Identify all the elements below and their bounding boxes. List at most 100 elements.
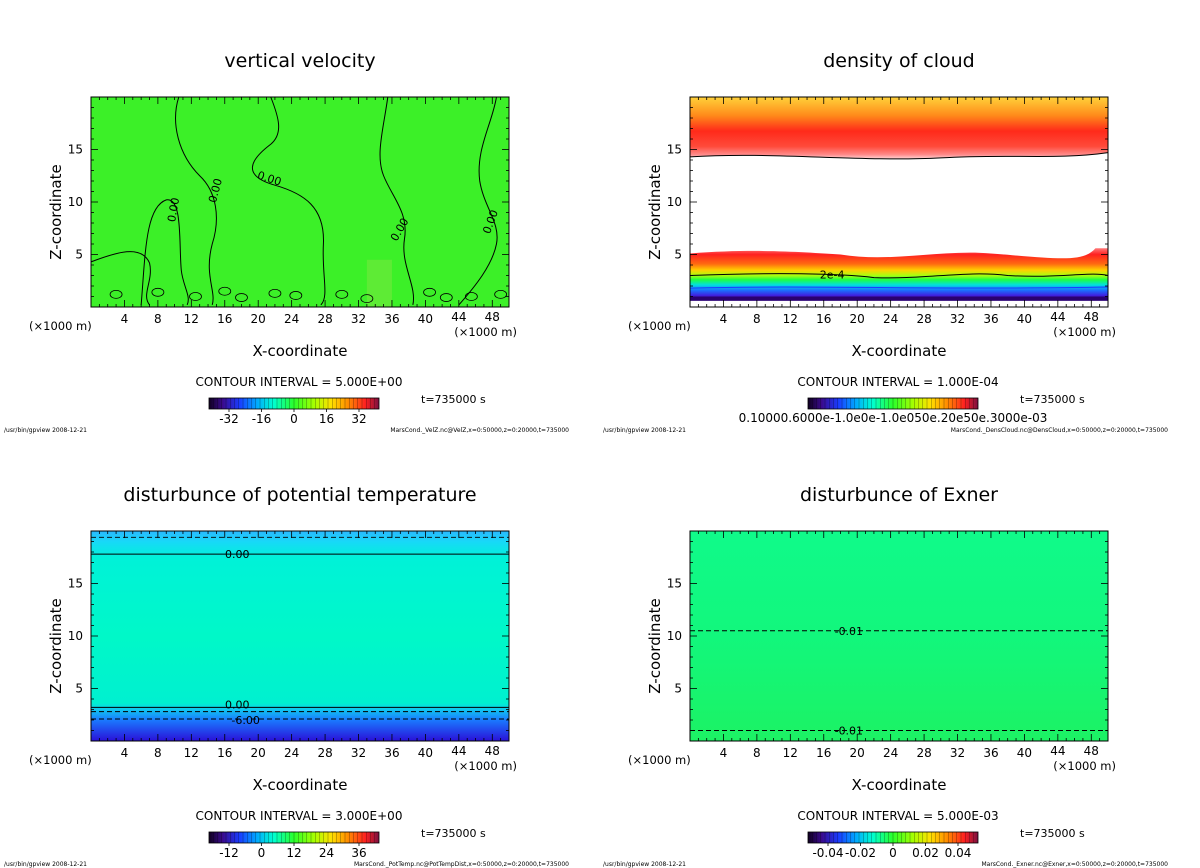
colorbar-tick-label: 16 [319,412,334,426]
x-tick-label: 44 [451,310,466,324]
contour-line [689,273,1109,279]
panel-title: vertical velocity [224,50,375,72]
colorbar-tick-label: 0 [258,846,266,860]
contour-line [689,286,1109,289]
x-tick-label: 12 [783,312,798,326]
contour-interval: CONTOUR INTERVAL = 5.000E-03 [797,809,998,823]
x-tick-label: 24 [284,746,299,760]
contour-label: 0.00 [165,197,182,223]
x-unit-right: (×1000 m) [1053,759,1116,773]
plot-field: 0.00 0.00 -6.00 [91,531,509,741]
colorbar-tick-label: 0.10000.6000e-1.0e0e-1.0e050e.20e50e.300… [739,411,1048,425]
x-tick-label: 40 [418,746,433,760]
contour-label: 0.00 [225,548,250,561]
colorbar-tick-label: -32 [219,412,239,426]
contour-line [494,289,508,299]
colorbar-tick-label: 0.04 [945,846,972,860]
x-tick-label: 44 [1050,744,1065,758]
contour-interval: CONTOUR INTERVAL = 1.000E-04 [797,375,998,389]
x-tick-label: 28 [916,746,931,760]
x-tick-label: 48 [1084,310,1099,324]
contour-line [289,291,303,300]
contour-line [140,199,189,306]
field-fill [91,97,509,307]
x-tick-label: 36 [983,312,998,326]
y-tick-label: 5 [75,682,83,696]
x-tick-label: 4 [720,746,728,760]
y-tick-label: 10 [667,629,682,643]
time-label: t=735000 s [1020,827,1085,840]
contour-label: 0.00 [225,698,250,711]
x-tick-label: 8 [753,746,761,760]
contour-line [151,287,165,297]
colorbar-block: CONTOUR INTERVAL = 5.000E+00 -32 -16 0 16 32 t… [196,375,486,426]
x-tick-label: 40 [418,312,433,326]
panel-pottemp: disturbunce of potential temperature 0.00… [4,484,569,868]
panel-title: disturbunce of potential temperature [123,484,476,506]
colorbar-block: CONTOUR INTERVAL = 3.000E+00 -12 0 12 24 36 t=… [196,809,486,860]
colorbar-tick-label: 0 [290,412,298,426]
x-tick-label: 48 [485,744,500,758]
x-tick-label: 20 [850,312,865,326]
colorbar-tick-label: 0.02 [912,846,939,860]
x-tick-label: 32 [950,312,965,326]
contour-line [109,289,123,299]
x-tick-label: 24 [883,312,898,326]
contour-line [252,96,326,306]
colorbar-tick-label: 32 [351,412,366,426]
contour-line [189,292,202,301]
x-tick-label: 12 [184,312,199,326]
x-tick-label: 44 [451,744,466,758]
contour-line [439,293,453,302]
y-tick-label: 10 [68,629,83,643]
footer-left: /usr/bin/gpview 2008-12-21 [4,861,87,868]
x-tick-label: 8 [154,746,162,760]
x-tick-label: 4 [121,746,129,760]
x-tick-label: 32 [950,746,965,760]
x-tick-label: 40 [1017,312,1032,326]
x-tick-label: 28 [916,312,931,326]
x-tick-label: 36 [983,746,998,760]
x-tick-label: 24 [284,312,299,326]
footer-left: /usr/bin/gpview 2008-12-21 [603,861,686,868]
y-axis-label: Z-coordinate [47,164,65,259]
contour-line [235,293,248,302]
colorbar-tick-label: 36 [351,846,366,860]
x-unit-left: (×1000 m) [628,753,691,767]
contour-line [458,96,498,306]
x-axis-label: X-coordinate [253,342,348,360]
panel-title: disturbunce of Exner [800,484,998,506]
contour-line [335,289,349,299]
cloud-layer-upper [690,97,1108,159]
x-tick-label: 44 [1050,310,1065,324]
y-tick-label: 5 [674,682,682,696]
x-tick-label: 20 [850,746,865,760]
cloud-base-band [690,296,1108,301]
contour-interval: CONTOUR INTERVAL = 3.000E+00 [196,809,403,823]
x-tick-label: 20 [251,746,266,760]
footer-right: MarsCond._PotTemp.nc@PotTempDist,x=0:500… [354,861,569,868]
field-fill [690,531,1108,741]
x-tick-label: 16 [816,746,831,760]
x-tick-label: 4 [720,312,728,326]
x-tick-label: 16 [816,312,831,326]
colorbar-block: CONTOUR INTERVAL = 5.000E-03 -0.04 -0.02 0 0… [797,809,1085,860]
y-axis-label: Z-coordinate [646,598,664,693]
x-tick-label: 32 [351,312,366,326]
contour-line [175,96,217,306]
x-tick-label: 16 [217,746,232,760]
contour-label: 0.00 [206,177,225,204]
colorbar-block: CONTOUR INTERVAL = 1.000E-04 0.10000.6000… [739,375,1085,425]
x-tick-label: 48 [485,310,500,324]
y-tick-label: 15 [68,143,83,157]
contour-interval: CONTOUR INTERVAL = 5.000E+00 [196,375,403,389]
plot-field: -0.01 -0.01 [690,531,1108,741]
colorbar-tick-label: -16 [252,412,272,426]
contour-label: 2e-4 [820,268,845,281]
x-tick-label: 36 [384,746,399,760]
